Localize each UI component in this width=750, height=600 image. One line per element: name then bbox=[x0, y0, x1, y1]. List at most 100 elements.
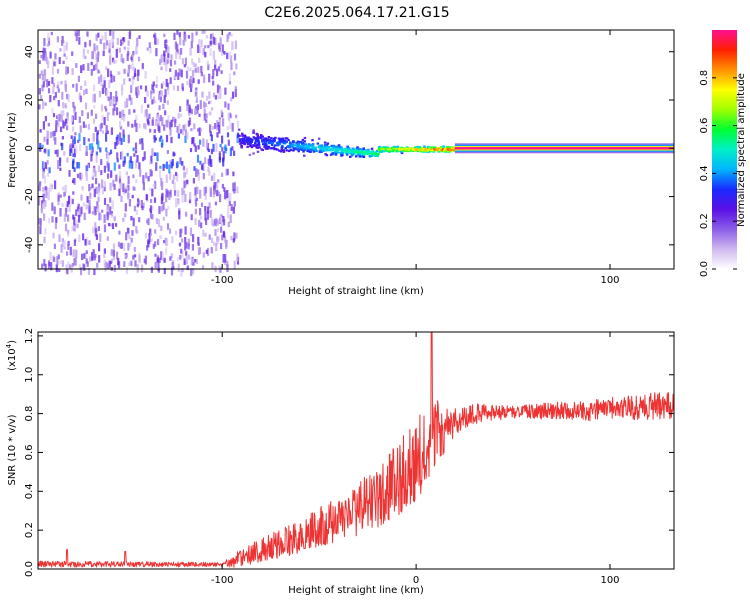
spectrogram-cell bbox=[109, 182, 112, 191]
spectrogram-cell bbox=[109, 70, 112, 77]
spectrogram-cell bbox=[163, 33, 166, 38]
spectrogram-cell bbox=[72, 224, 75, 228]
spectrogram-cell bbox=[170, 267, 174, 276]
spectrogram-cell bbox=[73, 226, 77, 233]
spectrogram-cell bbox=[181, 268, 184, 273]
spectrogram-cell bbox=[123, 261, 126, 267]
spectrogram-cell bbox=[52, 83, 56, 88]
spectrogram-cell bbox=[377, 152, 380, 155]
spectrogram-cell bbox=[184, 34, 187, 42]
spectrogram-cell bbox=[105, 132, 108, 142]
spectrogram-cell bbox=[432, 150, 435, 153]
spectrogram-cell bbox=[135, 226, 138, 233]
spectrogram-cell bbox=[218, 124, 221, 134]
spectrogram-cell bbox=[80, 267, 83, 276]
spectrogram-cell bbox=[223, 146, 226, 150]
spectrogram-cell bbox=[39, 143, 42, 152]
spectrogram-cell bbox=[426, 145, 430, 149]
spectrogram-cell bbox=[74, 111, 77, 120]
spectrogram-cell bbox=[200, 65, 203, 73]
spectrogram-cell bbox=[170, 253, 173, 259]
spectrogram-cell bbox=[274, 136, 277, 139]
spectrogram-cell bbox=[326, 146, 329, 149]
spectrogram-cell bbox=[48, 261, 51, 267]
spectrogram-cell bbox=[249, 143, 252, 146]
spectrogram-cell bbox=[160, 225, 163, 232]
spectrogram-cell bbox=[174, 118, 177, 124]
spectrogram-cell bbox=[361, 149, 364, 152]
spectrogram-cell bbox=[364, 150, 368, 153]
spectrogram-cell bbox=[418, 149, 421, 152]
spectrogram-cell bbox=[163, 257, 166, 263]
spectrogram-cell bbox=[108, 49, 111, 54]
spectrogram-cell bbox=[203, 113, 206, 121]
spectrogram-cell bbox=[70, 135, 73, 139]
spectrogram-cell bbox=[66, 66, 69, 74]
spectrogram-cell bbox=[219, 90, 222, 99]
spectrogram-cell bbox=[128, 30, 132, 37]
spectrogram-cell bbox=[148, 187, 151, 191]
spectrogram-cell bbox=[127, 175, 130, 184]
spectrogram-cell bbox=[154, 241, 157, 247]
spectrogram-cell bbox=[199, 100, 202, 109]
spectrogram-y-tick-label: -20 bbox=[24, 188, 35, 204]
spectrogram-cell bbox=[276, 144, 279, 147]
spectrogram-cell bbox=[193, 143, 196, 147]
spectrogram-cell bbox=[45, 194, 48, 199]
spectrogram-cell bbox=[70, 116, 74, 122]
spectrogram-cell bbox=[101, 209, 104, 213]
spectrogram-cell bbox=[167, 53, 170, 59]
spectrogram-cell bbox=[197, 173, 200, 181]
spectrogram-cell bbox=[231, 41, 234, 51]
spectrogram-cell bbox=[176, 43, 179, 52]
spectrogram-cell bbox=[99, 214, 102, 221]
spectrogram-cell bbox=[166, 223, 170, 230]
spectrogram-cell bbox=[184, 129, 187, 137]
spectrogram-cell bbox=[209, 33, 213, 40]
spectrogram-cell bbox=[334, 152, 338, 155]
spectrogram-cell bbox=[190, 258, 193, 264]
spectrogram-cell bbox=[123, 68, 126, 74]
spectrogram-cell bbox=[292, 149, 295, 152]
spectrogram-cell bbox=[67, 214, 70, 222]
spectrogram-cell bbox=[214, 37, 217, 46]
spectrogram-cell bbox=[194, 194, 197, 200]
spectrogram-cell bbox=[144, 85, 148, 92]
spectrogram-cell bbox=[123, 161, 126, 165]
spectrogram-cell bbox=[210, 246, 213, 254]
spectrogram-cell bbox=[414, 146, 417, 149]
spectrogram-cell bbox=[351, 149, 354, 152]
spectrogram-cell bbox=[81, 110, 84, 116]
spectrogram-cell bbox=[141, 205, 144, 211]
spectrogram-cell bbox=[65, 66, 68, 75]
spectrogram-cell bbox=[238, 138, 242, 141]
spectrogram-cell bbox=[151, 84, 154, 90]
spectrogram-cell bbox=[136, 203, 139, 208]
spectrogram-cell bbox=[62, 60, 65, 64]
spectrogram-cell bbox=[254, 138, 258, 141]
spectrogram-cell bbox=[201, 91, 204, 98]
spectrogram-cell bbox=[274, 147, 278, 151]
spectrogram-cell bbox=[92, 118, 95, 124]
spectrogram-cell bbox=[45, 186, 48, 196]
spectrogram-cell bbox=[72, 160, 75, 169]
spectrogram-cell bbox=[125, 267, 128, 274]
spectrogram-cell bbox=[129, 242, 132, 248]
spectrogram-cell bbox=[74, 257, 77, 266]
spectrogram-cell bbox=[216, 190, 219, 197]
spectrogram-cell bbox=[186, 104, 189, 111]
spectrogram-cell bbox=[154, 100, 157, 104]
spectrogram-cell bbox=[85, 175, 88, 182]
spectrogram-cell bbox=[115, 96, 119, 102]
spectrogram-cell bbox=[71, 225, 74, 231]
spectrogram-cell bbox=[97, 205, 100, 213]
spectrogram-cell bbox=[208, 234, 211, 240]
spectrogram-cell bbox=[184, 237, 187, 243]
spectrogram-cell bbox=[236, 253, 239, 262]
spectrogram-cell bbox=[58, 113, 61, 122]
spectrogram-cell bbox=[69, 149, 72, 156]
spectrogram-cell bbox=[233, 260, 236, 269]
spectrogram-cell bbox=[143, 151, 146, 160]
